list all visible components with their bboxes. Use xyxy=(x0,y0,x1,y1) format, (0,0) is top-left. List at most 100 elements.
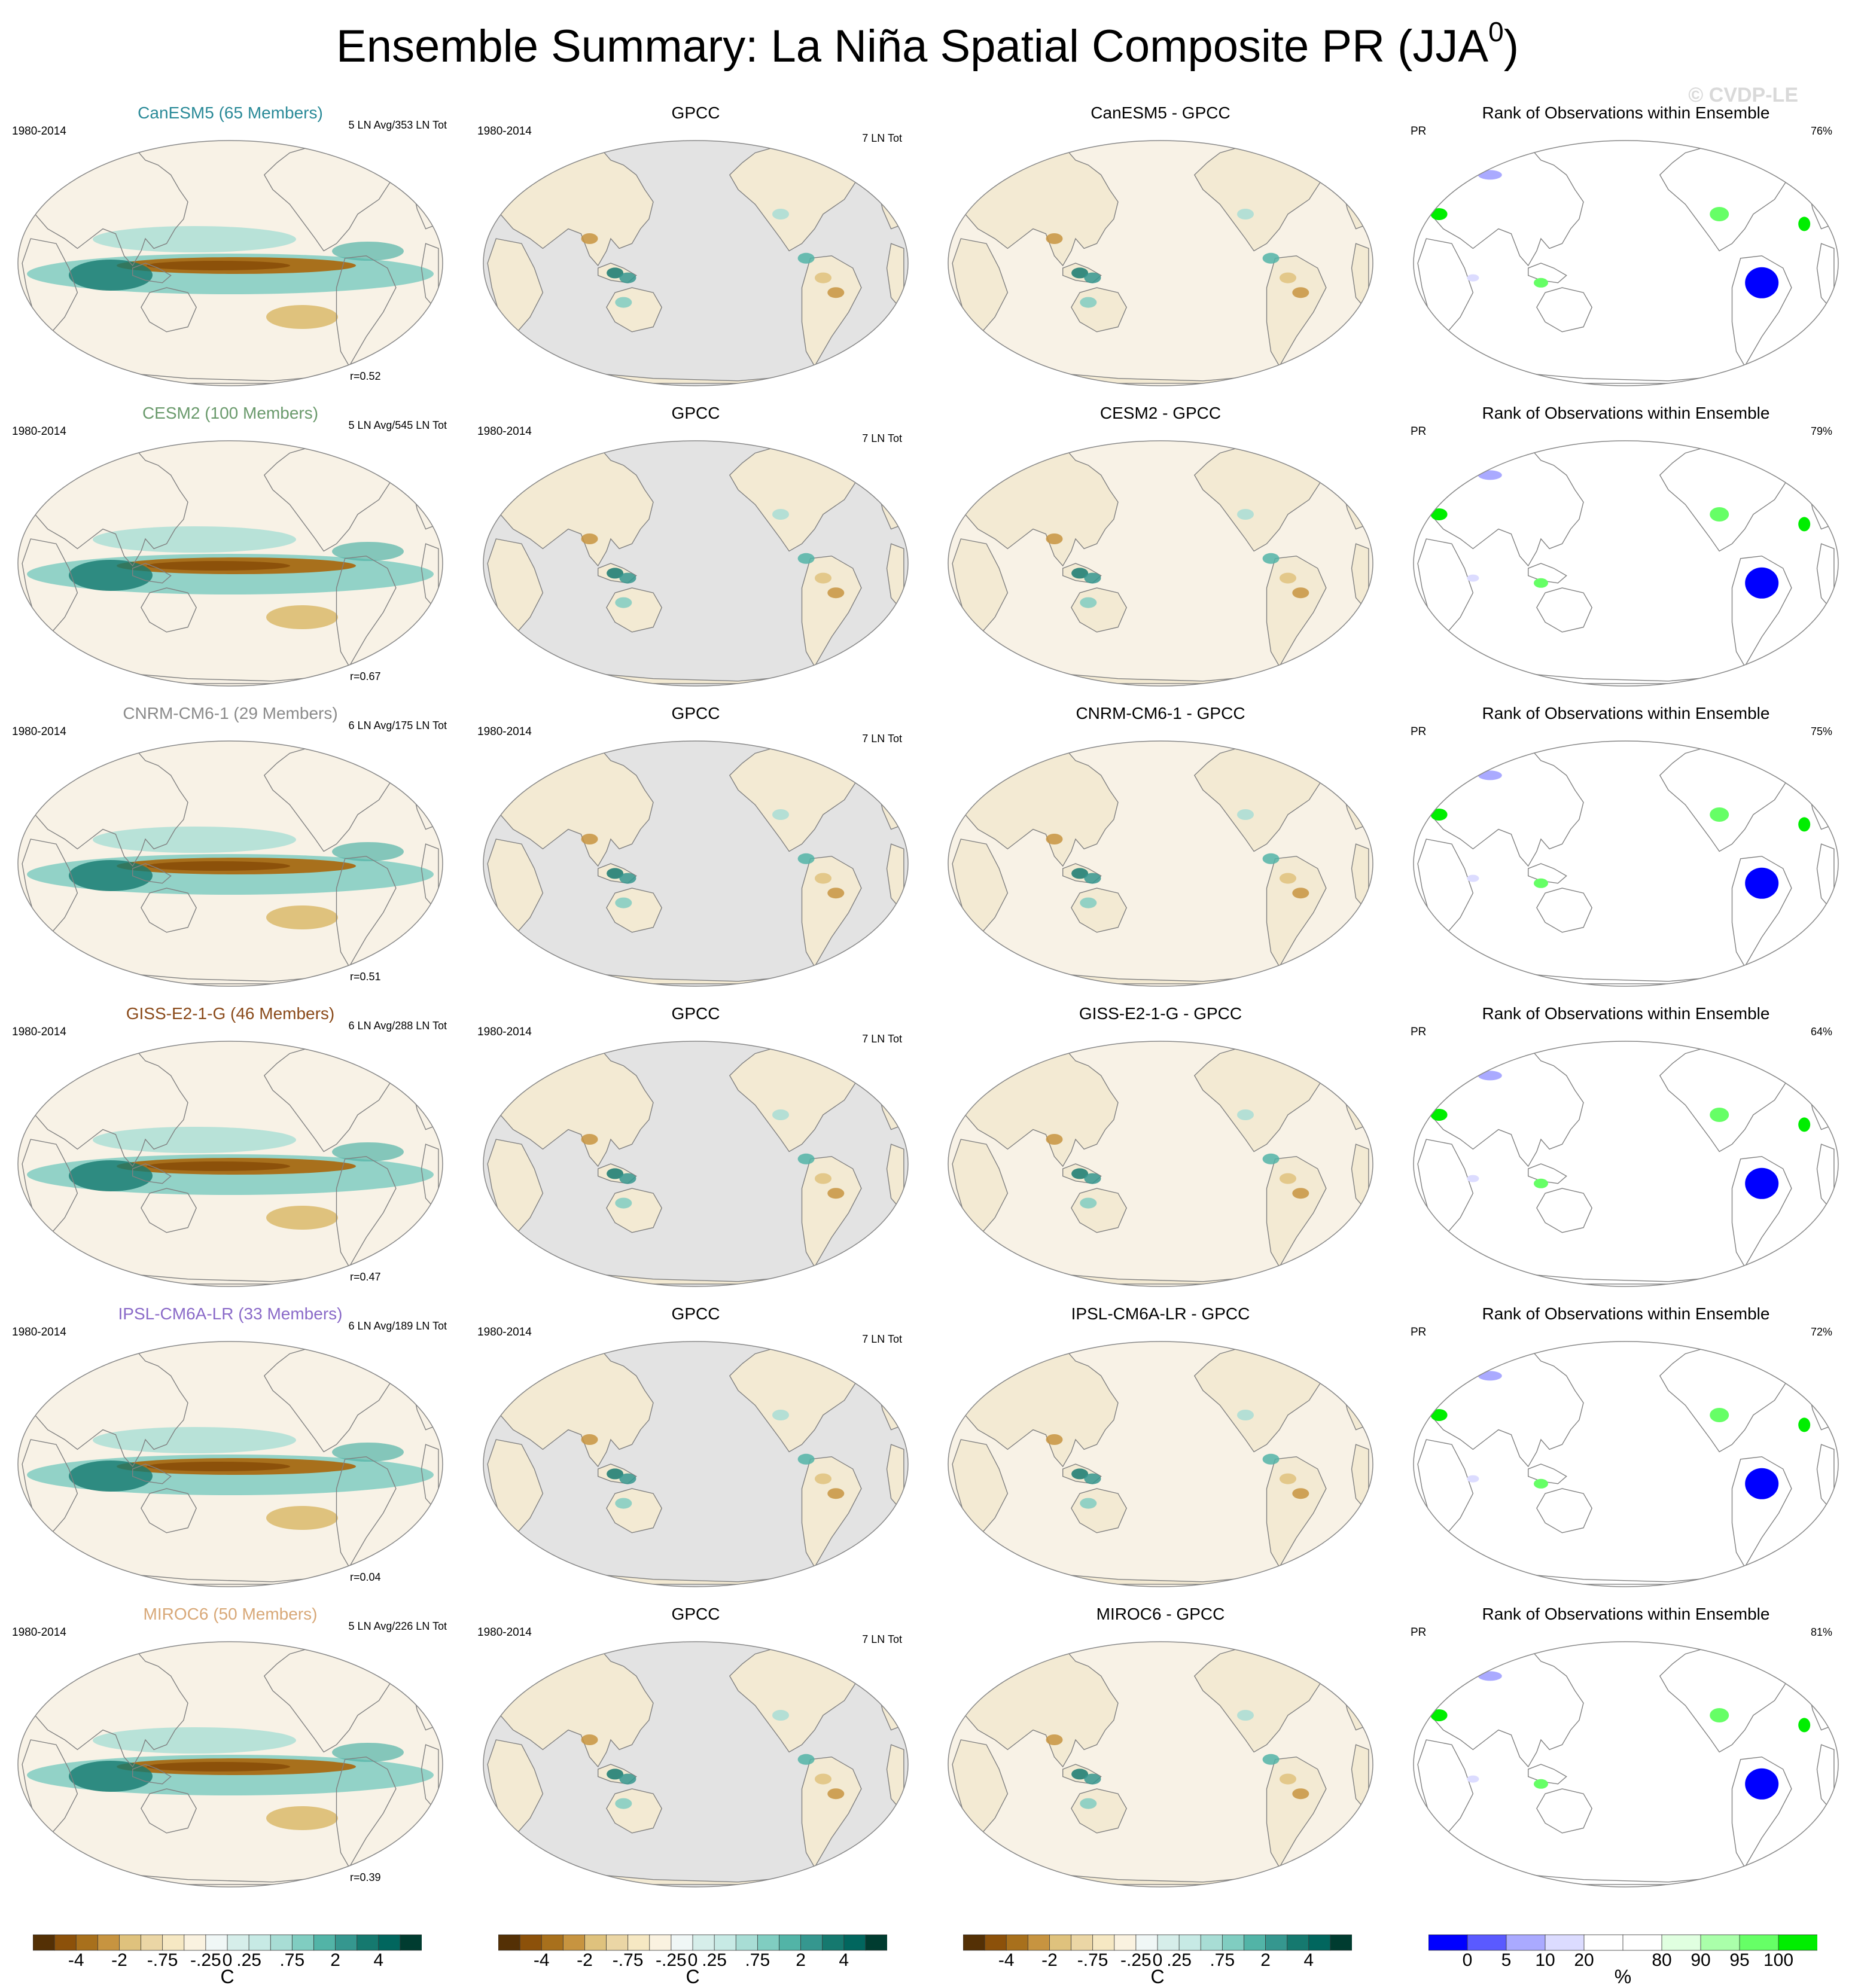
ln-count-label: 7 LN Tot xyxy=(862,132,902,144)
land-greenland xyxy=(1774,1346,1814,1377)
map-rank xyxy=(1413,1641,1839,1888)
land-samerica xyxy=(801,1456,862,1568)
map-outline xyxy=(948,440,1373,687)
colorbar-model: -4 -2 -.75 -.25 0.25 .75 2 4 C xyxy=(33,1929,422,1987)
map-rank xyxy=(1413,1041,1839,1287)
pattern-correlation: r=0.47 xyxy=(350,1271,381,1283)
panel-obs-cesm2: GPCC 1980-2014 7 LN Tot xyxy=(474,399,917,698)
panel-title-rank: Rank of Observations within Ensemble xyxy=(1482,404,1770,422)
colorbar-rank: 0 5 10 20 80 90 95 100% xyxy=(1428,1929,1817,1987)
colorbar-tick-label: 20 xyxy=(1574,1950,1594,1970)
colorbar-box xyxy=(1506,1934,1546,1951)
land-greenland xyxy=(843,1045,884,1077)
panel-diff-miroc6: MIROC6 - GPCC xyxy=(939,1600,1382,1899)
rank-percent: 76% xyxy=(1810,125,1832,137)
land-australia xyxy=(141,287,197,333)
map-diff xyxy=(948,740,1373,987)
land-maritime xyxy=(132,563,172,584)
colorbar-tick-label: .25 xyxy=(236,1950,261,1970)
map-rank xyxy=(1413,1341,1839,1587)
rank-variable: PR xyxy=(1411,125,1427,138)
land-eurasia xyxy=(26,748,188,867)
period-label: 1980-2014 xyxy=(12,725,66,738)
colorbar-box xyxy=(562,1934,586,1951)
colorbar-box xyxy=(1244,1934,1266,1951)
land-australia xyxy=(1536,1188,1592,1233)
land-maritime xyxy=(132,1163,172,1184)
map-outline xyxy=(483,740,909,987)
land-africa xyxy=(22,1739,78,1839)
land-greenland xyxy=(378,1045,418,1077)
colorbar-box xyxy=(1467,1934,1507,1951)
colorbar-unit: C xyxy=(686,1966,700,1987)
colorbar-tick-label: -.25 xyxy=(190,1950,221,1970)
panel-model-canesm5: CanESM5 (65 Members) 1980-2014 5 LN Avg/35… xyxy=(9,99,452,398)
land-maritime xyxy=(1528,263,1567,283)
colorbar-tick-label: -.75 xyxy=(1077,1950,1108,1970)
panel-title-obs: GPCC xyxy=(671,1304,720,1323)
panel-obs-giss-e2-1-g: GPCC 1980-2014 7 LN Tot xyxy=(474,999,917,1298)
colorbar-box xyxy=(1583,1934,1623,1951)
land-africa xyxy=(22,839,78,938)
colorbar-box xyxy=(33,1934,56,1951)
land-samerica xyxy=(1731,555,1792,667)
rank-percent: 75% xyxy=(1810,725,1832,737)
panel-title-obs: GPCC xyxy=(671,103,720,122)
land-greenland xyxy=(1774,1646,1814,1677)
colorbar-box xyxy=(541,1934,564,1951)
land-samerica xyxy=(801,855,862,968)
land-maritime xyxy=(132,863,172,884)
land-maritime xyxy=(1528,863,1567,884)
panel-title-model: GISS-E2-1-G (46 Members) xyxy=(126,1004,335,1023)
period-label: 1980-2014 xyxy=(12,1026,66,1038)
colorbar-tick-label: -.25 xyxy=(656,1950,687,1970)
panel-title-rank: Rank of Observations within Ensemble xyxy=(1482,1304,1770,1323)
land-eurasia xyxy=(1421,1648,1584,1768)
colorbar-box xyxy=(1622,1934,1662,1951)
colorbar-box xyxy=(357,1934,379,1951)
colorbar-tick-label: -4 xyxy=(68,1950,84,1970)
colorbar-box xyxy=(779,1934,802,1951)
map-diff xyxy=(948,140,1373,386)
colorbar-tick-label: 95 xyxy=(1729,1950,1750,1970)
colorbar-box xyxy=(1092,1934,1115,1951)
land-greenland xyxy=(378,745,418,776)
rank-variable: PR xyxy=(1411,1026,1427,1038)
land-africa xyxy=(1417,238,1474,338)
land-samerica xyxy=(1731,1155,1792,1268)
land-samerica xyxy=(1731,1756,1792,1868)
land-australia xyxy=(1536,1788,1592,1834)
map-outline xyxy=(483,1641,909,1888)
land-maritime xyxy=(132,1463,172,1484)
map-outline xyxy=(1413,140,1839,386)
map-outline xyxy=(1413,740,1839,987)
land-greenland xyxy=(378,145,418,176)
panel-title-model: CanESM5 (65 Members) xyxy=(138,103,323,122)
colorbar-box xyxy=(1428,1934,1468,1951)
colorbar-box xyxy=(1739,1934,1779,1951)
panel-obs-cnrm-cm6-1: GPCC 1980-2014 7 LN Tot xyxy=(474,699,917,998)
map-diff xyxy=(948,1641,1373,1888)
ln-count-label: 5 LN Avg/545 LN Tot xyxy=(348,419,447,431)
colorbar-box xyxy=(1545,1934,1585,1951)
panel-model-giss-e2-1-g: GISS-E2-1-G (46 Members) 1980-2014 6 LN Av… xyxy=(9,999,452,1298)
colorbar-tick-label: 80 xyxy=(1652,1950,1672,1970)
colorbar-tick-label: 10 xyxy=(1535,1950,1555,1970)
colorbar-box xyxy=(984,1934,1007,1951)
colorbar-box xyxy=(97,1934,120,1951)
colorbar-box xyxy=(119,1934,142,1951)
land-greenland xyxy=(1774,445,1814,476)
colorbar-tick-label: .75 xyxy=(1210,1950,1235,1970)
colorbar-tick-label: -4 xyxy=(998,1950,1015,1970)
panel-diff-ipsl-cm6a-lr: IPSL-CM6A-LR - GPCC xyxy=(939,1300,1382,1599)
land-samerica xyxy=(1731,255,1792,367)
land-eurasia xyxy=(26,1648,188,1768)
map-obs xyxy=(483,1041,909,1287)
land-australia xyxy=(141,888,197,933)
colorbar-box xyxy=(1049,1934,1072,1951)
map-rank xyxy=(1413,140,1839,386)
land-samerica xyxy=(801,255,862,367)
land-africa xyxy=(1417,1139,1474,1239)
land-samerica xyxy=(1266,555,1327,667)
colorbar-box xyxy=(606,1934,629,1951)
